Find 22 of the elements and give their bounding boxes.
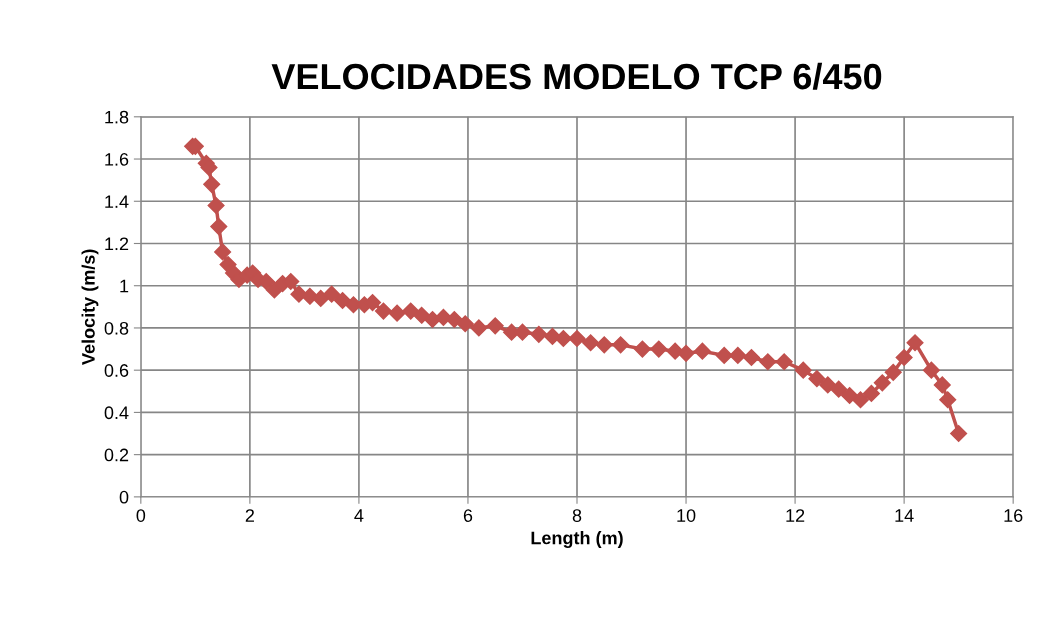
y-tick-label: 0.2 bbox=[104, 448, 129, 462]
x-tick-label: 2 bbox=[245, 509, 254, 522]
x-tick-label: 10 bbox=[677, 509, 696, 522]
x-tick-label: 12 bbox=[786, 509, 805, 522]
y-tick-label: 0 bbox=[119, 490, 129, 504]
y-tick-label: 0.8 bbox=[104, 321, 129, 335]
x-tick-label: 14 bbox=[895, 509, 914, 522]
y-tick-label: 1.2 bbox=[105, 237, 129, 251]
y-tick-label: 1.4 bbox=[105, 195, 129, 208]
x-tick-label: 6 bbox=[463, 509, 473, 522]
y-tick-label: 0.6 bbox=[104, 364, 129, 377]
chart-title: VELOCIDADES MODELO TCP 6/450 bbox=[271, 62, 882, 90]
x-axis-title: Length (m) bbox=[531, 531, 623, 548]
x-tick-label: 8 bbox=[572, 509, 582, 522]
y-tick-label: 1.8 bbox=[105, 110, 129, 124]
x-tick-label: 4 bbox=[354, 509, 364, 522]
y-tick-label: 1 bbox=[120, 279, 129, 293]
y-axis-title: Velocity (m/s) bbox=[81, 249, 99, 365]
x-tick-label: 16 bbox=[1004, 509, 1023, 522]
y-tick-label: 1.6 bbox=[105, 152, 129, 166]
x-tick-label: 0 bbox=[136, 509, 146, 522]
y-tick-label: 0.4 bbox=[104, 406, 129, 420]
